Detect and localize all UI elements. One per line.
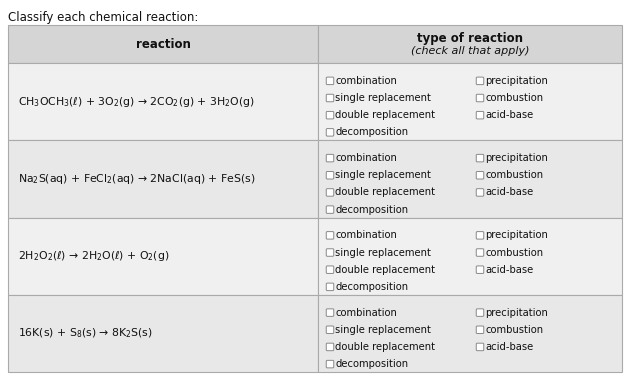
FancyBboxPatch shape <box>326 206 334 213</box>
FancyBboxPatch shape <box>476 172 484 179</box>
FancyBboxPatch shape <box>476 112 484 119</box>
FancyBboxPatch shape <box>476 249 484 256</box>
Text: acid-base: acid-base <box>485 187 533 198</box>
Text: CH$_3$OCH$_3$($\ell$) + 3O$_2$(g) → 2CO$_2$(g) + 3H$_2$O(g): CH$_3$OCH$_3$($\ell$) + 3O$_2$(g) → 2CO$… <box>18 95 254 109</box>
Text: 2H$_2$O$_2$($\ell$) → 2H$_2$O($\ell$) + O$_2$(g): 2H$_2$O$_2$($\ell$) → 2H$_2$O($\ell$) + … <box>18 249 169 263</box>
FancyBboxPatch shape <box>476 326 484 334</box>
FancyBboxPatch shape <box>476 231 484 239</box>
Text: double replacement: double replacement <box>335 110 435 120</box>
Text: single replacement: single replacement <box>335 170 431 180</box>
Text: decomposition: decomposition <box>335 205 408 215</box>
FancyBboxPatch shape <box>476 343 484 351</box>
Bar <box>318 63 622 140</box>
FancyBboxPatch shape <box>326 172 334 179</box>
Bar <box>318 295 622 372</box>
Text: acid-base: acid-base <box>485 265 533 275</box>
Text: combustion: combustion <box>485 93 543 103</box>
FancyBboxPatch shape <box>326 343 334 351</box>
FancyBboxPatch shape <box>326 360 334 368</box>
FancyBboxPatch shape <box>476 94 484 102</box>
Text: double replacement: double replacement <box>335 265 435 275</box>
Text: Na$_2$S(aq) + FeCl$_2$(aq) → 2NaCl(aq) + FeS(s): Na$_2$S(aq) + FeCl$_2$(aq) → 2NaCl(aq) +… <box>18 172 256 186</box>
FancyBboxPatch shape <box>326 231 334 239</box>
Text: single replacement: single replacement <box>335 248 431 257</box>
Text: combustion: combustion <box>485 170 543 180</box>
Text: 16K(s) + S$_8$(s) → 8K$_2$S(s): 16K(s) + S$_8$(s) → 8K$_2$S(s) <box>18 326 153 340</box>
FancyBboxPatch shape <box>326 77 334 84</box>
Bar <box>8 295 318 372</box>
Text: precipitation: precipitation <box>485 76 548 86</box>
FancyBboxPatch shape <box>476 77 484 84</box>
Text: combustion: combustion <box>485 325 543 335</box>
Text: single replacement: single replacement <box>335 325 431 335</box>
Text: single replacement: single replacement <box>335 93 431 103</box>
Text: precipitation: precipitation <box>485 230 548 241</box>
Bar <box>8 25 318 63</box>
Bar <box>8 63 318 140</box>
FancyBboxPatch shape <box>326 309 334 316</box>
Bar <box>318 140 622 218</box>
Text: type of reaction: type of reaction <box>417 32 523 45</box>
Text: combustion: combustion <box>485 248 543 257</box>
Text: decomposition: decomposition <box>335 282 408 292</box>
FancyBboxPatch shape <box>476 309 484 316</box>
Bar <box>318 25 622 63</box>
FancyBboxPatch shape <box>326 129 334 136</box>
Text: precipitation: precipitation <box>485 308 548 317</box>
Text: Classify each chemical reaction:: Classify each chemical reaction: <box>8 11 198 23</box>
FancyBboxPatch shape <box>476 188 484 196</box>
Text: reaction: reaction <box>136 37 191 51</box>
Text: precipitation: precipitation <box>485 153 548 163</box>
Text: decomposition: decomposition <box>335 359 408 369</box>
Bar <box>8 218 318 295</box>
Text: double replacement: double replacement <box>335 187 435 198</box>
FancyBboxPatch shape <box>326 154 334 162</box>
FancyBboxPatch shape <box>326 249 334 256</box>
Text: double replacement: double replacement <box>335 342 435 352</box>
FancyBboxPatch shape <box>326 188 334 196</box>
FancyBboxPatch shape <box>476 154 484 162</box>
FancyBboxPatch shape <box>326 94 334 102</box>
Text: (check all that apply): (check all that apply) <box>411 46 529 56</box>
FancyBboxPatch shape <box>326 112 334 119</box>
Bar <box>318 218 622 295</box>
Text: decomposition: decomposition <box>335 127 408 137</box>
Text: combination: combination <box>335 230 397 241</box>
Bar <box>8 140 318 218</box>
Text: combination: combination <box>335 76 397 86</box>
Text: combination: combination <box>335 308 397 317</box>
Text: acid-base: acid-base <box>485 342 533 352</box>
FancyBboxPatch shape <box>476 266 484 273</box>
FancyBboxPatch shape <box>326 266 334 273</box>
Text: acid-base: acid-base <box>485 110 533 120</box>
FancyBboxPatch shape <box>326 283 334 291</box>
FancyBboxPatch shape <box>326 326 334 334</box>
Text: combination: combination <box>335 153 397 163</box>
